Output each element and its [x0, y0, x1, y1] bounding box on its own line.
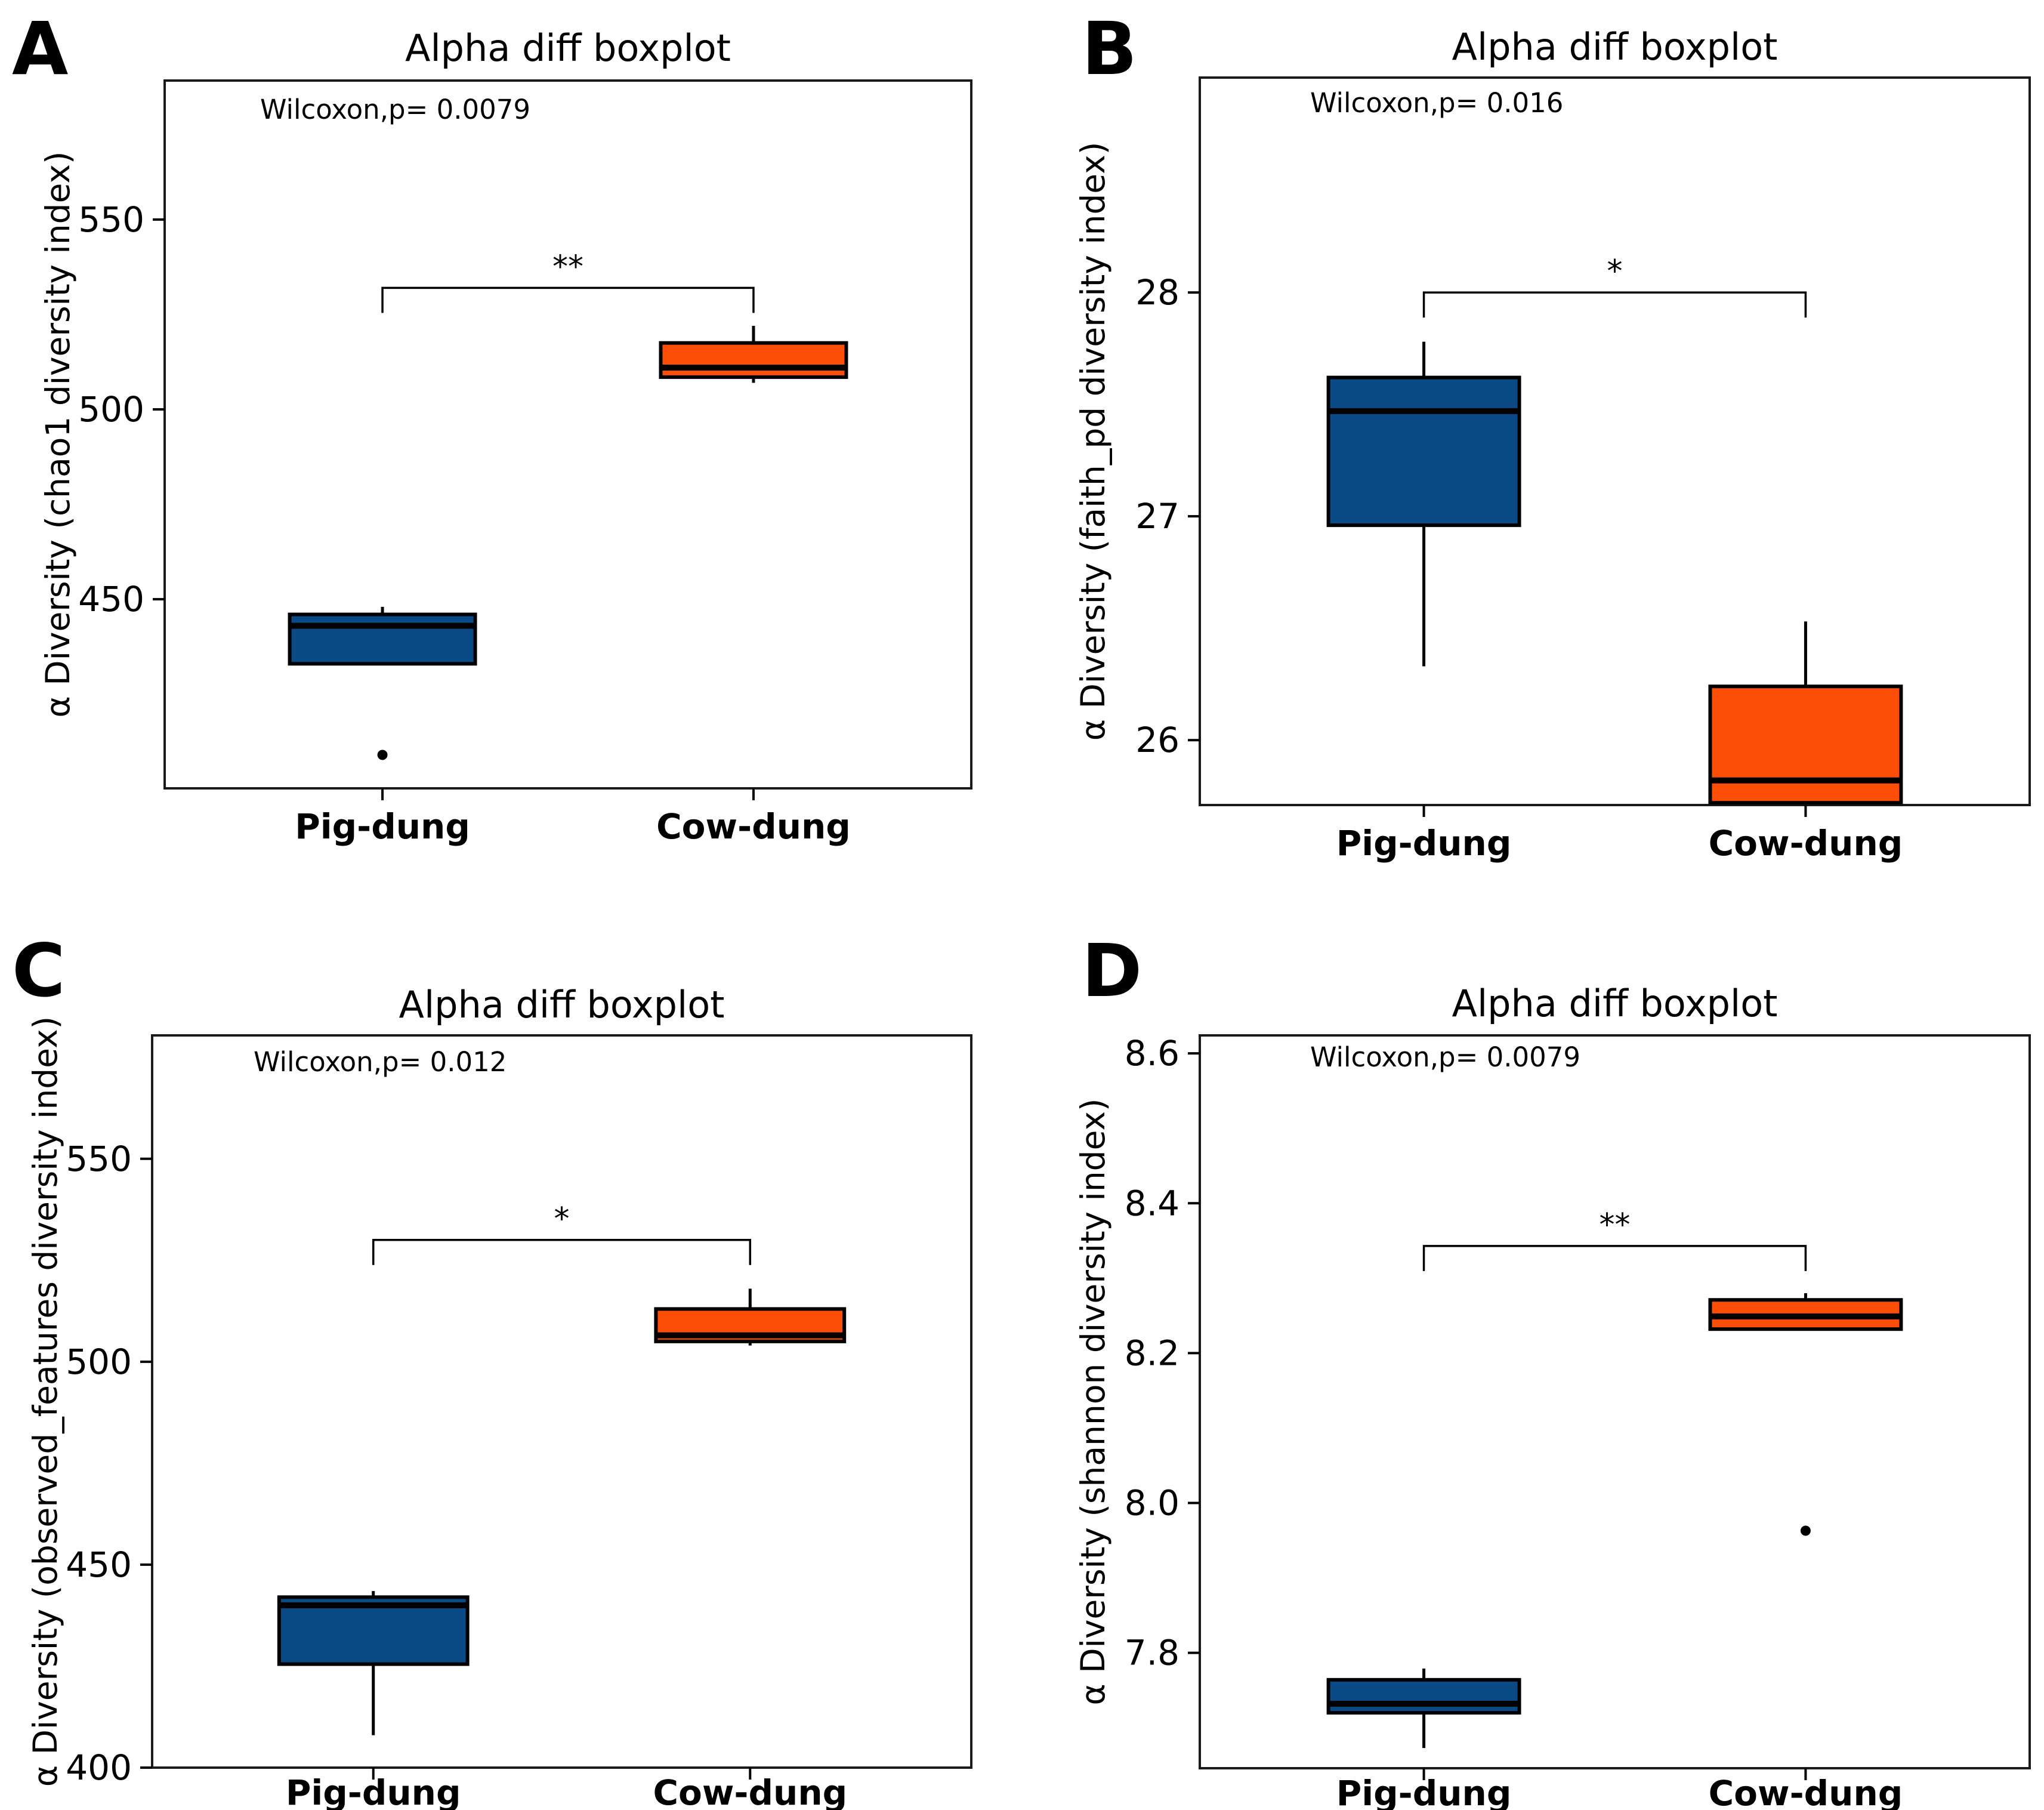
panel-B-chart: B Alpha diff boxplot α Diversity (faith_pd… — [1074, 7, 2031, 864]
y-tick-label-400: 400 — [66, 1747, 132, 1788]
chart-title: Alpha diff boxplot — [399, 983, 725, 1026]
y-tick-label-500: 500 — [66, 1342, 132, 1382]
significance-bracket — [372, 1239, 752, 1265]
box-pig-dung — [1326, 375, 1521, 528]
panel-letter-D: D — [1082, 929, 1142, 1013]
panel-A-chart: A Alpha diff boxplot α Diversity (chao1 di… — [12, 7, 972, 847]
x-category-label-cow-dung: Cow-dung — [653, 1772, 847, 1810]
x-category-label-pig-dung: Pig-dung — [1336, 1773, 1512, 1810]
wilcoxon-annotation: Wilcoxon,p= 0.016 — [1310, 87, 1563, 119]
x-category-label-cow-dung: Cow-dung — [1709, 1773, 1903, 1810]
x-category-label-pig-dung: Pig-dung — [1336, 823, 1512, 864]
x-category-label-cow-dung: Cow-dung — [656, 806, 851, 847]
significance-bracket — [1422, 1245, 1807, 1271]
y-tick-label-450: 450 — [78, 579, 144, 619]
outlier-point-pig-dung-0 — [377, 750, 388, 760]
y-axis-label: α Diversity (shannon diversity index) — [1074, 1099, 1112, 1706]
significance-label: * — [1607, 254, 1623, 289]
y-tick-label-8.4: 8.4 — [1125, 1183, 1180, 1223]
y-tick-label-28: 28 — [1135, 272, 1180, 313]
significance-bracket — [381, 286, 755, 313]
chart-title: Alpha diff boxplot — [405, 26, 731, 70]
panel-letter-B: B — [1082, 7, 1137, 91]
wilcoxon-annotation: Wilcoxon,p= 0.0079 — [260, 94, 530, 125]
box-cow-dung — [1708, 684, 1903, 805]
wilcoxon-annotation: Wilcoxon,p= 0.012 — [254, 1046, 507, 1078]
significance-label: * — [554, 1201, 570, 1237]
plot-border — [163, 79, 972, 790]
box-pig-dung — [277, 1595, 470, 1666]
significance-bracket — [1422, 291, 1807, 318]
y-tick-label-26: 26 — [1135, 720, 1180, 760]
y-tick-label-8.2: 8.2 — [1125, 1333, 1180, 1373]
box-pig-dung — [288, 612, 477, 666]
y-tick-label-550: 550 — [78, 199, 144, 240]
y-axis-label: α Diversity (faith_pd diversity index) — [1074, 142, 1112, 741]
outlier-point-cow-dung-0 — [1800, 1525, 1811, 1536]
y-tick-label-500: 500 — [78, 389, 144, 430]
x-category-label-cow-dung: Cow-dung — [1709, 823, 1903, 864]
y-tick-label-27: 27 — [1135, 496, 1180, 536]
y-tick-label-8.6: 8.6 — [1125, 1033, 1180, 1074]
panel-C-chart: C Alpha diff boxplot α Diversity (observed… — [12, 929, 972, 1810]
y-tick-label-7.8: 7.8 — [1125, 1633, 1180, 1673]
y-tick-label-450: 450 — [66, 1544, 132, 1585]
y-axis-label: α Diversity (chao1 diversity index) — [39, 152, 77, 718]
chart-title: Alpha diff boxplot — [1452, 25, 1778, 69]
x-category-label-pig-dung: Pig-dung — [286, 1772, 461, 1810]
plot-border — [1199, 76, 2031, 806]
plot-border — [151, 1034, 972, 1769]
y-tick-label-8.0: 8.0 — [1125, 1483, 1180, 1524]
panel-letter-A: A — [12, 7, 68, 91]
panel-D-chart: D Alpha diff boxplot α Diversity (shannon … — [1074, 929, 2031, 1810]
significance-label: ** — [552, 249, 583, 285]
significance-label: ** — [1600, 1207, 1631, 1243]
chart-title: Alpha diff boxplot — [1452, 982, 1778, 1025]
y-axis-label: α Diversity (observed_features diversity… — [26, 1016, 64, 1787]
plot-border — [1199, 1034, 2031, 1769]
wilcoxon-annotation: Wilcoxon,p= 0.0079 — [1310, 1041, 1580, 1073]
x-category-label-pig-dung: Pig-dung — [295, 806, 470, 847]
panel-letter-C: C — [12, 929, 66, 1013]
y-tick-label-550: 550 — [66, 1139, 132, 1179]
box-pig-dung — [1326, 1678, 1521, 1715]
box-cow-dung — [659, 341, 848, 379]
